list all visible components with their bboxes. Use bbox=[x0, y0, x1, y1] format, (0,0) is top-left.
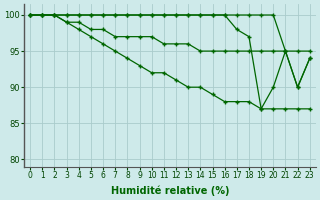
X-axis label: Humidité relative (%): Humidité relative (%) bbox=[111, 185, 229, 196]
